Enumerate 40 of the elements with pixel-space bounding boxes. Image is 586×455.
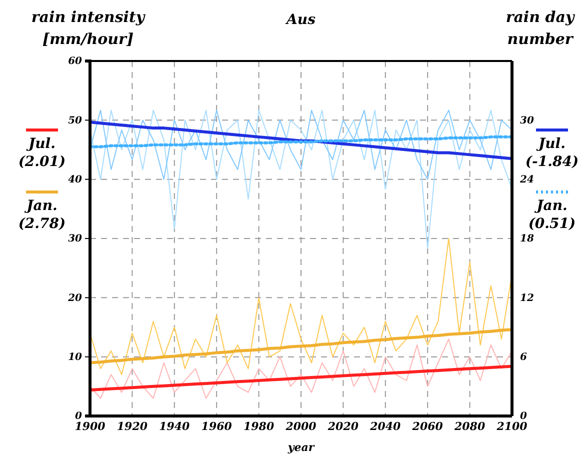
x-tick-label: 1900 (74, 420, 106, 433)
y-tick-label: 20 (67, 292, 82, 304)
line-series (88, 120, 514, 160)
legend-label: Jan. (2.78) (18, 198, 66, 232)
line-series (88, 328, 514, 364)
line-series (90, 110, 512, 180)
y-tick-label: 40 (68, 174, 82, 186)
y-axis-title: rain intensity [mm/hour] (31, 8, 146, 48)
line-series (90, 110, 512, 249)
line-series (88, 364, 514, 392)
x-tick-label: 2080 (453, 420, 486, 433)
legend-label: Jul. (2.01) (18, 136, 66, 170)
y2-tick-label: 18 (520, 234, 534, 245)
x-tick-label: 2000 (284, 420, 317, 433)
y2-axis-title: rain day number (506, 8, 576, 48)
y2-tick-label: 30 (520, 115, 534, 126)
x-tick-label: 1920 (116, 420, 148, 433)
x-tick-label: 1980 (243, 420, 274, 433)
y-tick-label: 50 (68, 115, 82, 126)
y-tick-label: 10 (68, 352, 82, 364)
legend-label: Jul. (-1.84) (525, 136, 579, 170)
x-tick-label: 2040 (369, 420, 402, 433)
x-axis-title: year (286, 441, 316, 454)
y-tick-label: 60 (68, 56, 82, 68)
y2-tick-label: 6 (520, 352, 527, 364)
y2-tick-label: 12 (520, 292, 534, 304)
y-tick-label: 0 (75, 411, 82, 422)
x-tick-label: 2020 (326, 420, 359, 433)
legend-label: Jan. (0.51) (528, 198, 576, 232)
y2-tick-label: 24 (519, 174, 534, 186)
chart-title: Aus (284, 12, 316, 28)
x-tick-label: 1940 (159, 420, 190, 433)
x-tick-label: 1960 (201, 420, 232, 433)
y-tick-label: 30 (68, 234, 82, 245)
x-tick-label: 2060 (411, 420, 444, 433)
line-series (90, 338, 512, 399)
x-tick-label: 2100 (496, 420, 528, 433)
line-series (90, 238, 512, 376)
line-series (88, 135, 514, 148)
y2-tick-label: 0 (520, 411, 527, 422)
